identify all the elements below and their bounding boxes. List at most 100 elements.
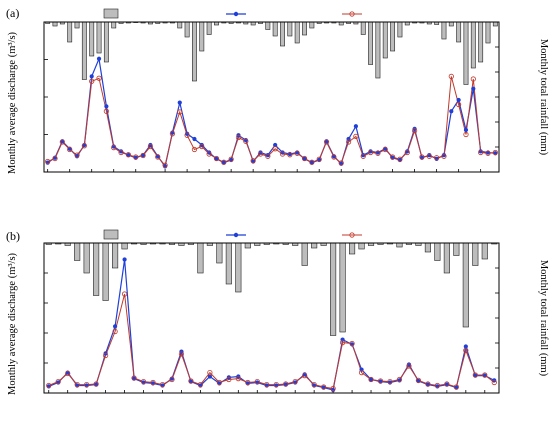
- simulated-point: [96, 75, 102, 81]
- simulated-point: [294, 150, 300, 156]
- panel-label: (a): [6, 6, 19, 20]
- simulated-point: [84, 381, 90, 388]
- simulated-point: [338, 160, 344, 166]
- simulated-point: [273, 381, 279, 388]
- simulated-discharge-line: [47, 76, 496, 167]
- rainfall-bar: [83, 242, 90, 274]
- left-axis-label: Monthly average discharge (m³/s): [7, 31, 18, 174]
- observed-point: [368, 377, 374, 382]
- right-axis-ticks: [495, 21, 499, 173]
- legend: [103, 8, 362, 19]
- simulated-point: [412, 128, 418, 134]
- simulated-point: [235, 375, 241, 382]
- simulated-point: [444, 381, 450, 387]
- simulated-point: [419, 154, 425, 160]
- simulated-point: [216, 379, 222, 386]
- rainfall-bar: [103, 21, 109, 63]
- observed-point: [199, 142, 204, 148]
- observed-point: [463, 344, 468, 349]
- simulated-point: [125, 152, 131, 158]
- simulated-point: [131, 375, 137, 381]
- observed-point: [280, 150, 285, 155]
- simulated-point: [377, 378, 384, 384]
- observed-point: [140, 153, 146, 158]
- simulated-point: [264, 381, 270, 388]
- rainfall-bar: [121, 242, 128, 250]
- observed-point: [96, 56, 102, 61]
- observed-point: [406, 362, 412, 367]
- simulated-point: [321, 384, 327, 390]
- rainfall-bar: [216, 242, 223, 264]
- rainfall-bar: [93, 242, 100, 296]
- left-axis-ticks: [44, 242, 48, 394]
- rainfall-bar: [456, 21, 462, 43]
- rainfall-bar: [199, 21, 205, 52]
- observed-point: [185, 131, 190, 136]
- rainfall-bar: [192, 21, 197, 82]
- observed-point: [126, 153, 131, 158]
- simulated-point: [150, 379, 156, 386]
- observed-point: [258, 150, 263, 155]
- rainfall-bar: [225, 242, 232, 285]
- rainfall-bar: [67, 21, 73, 43]
- rainfall-bar: [472, 242, 479, 266]
- simulated-point: [287, 152, 293, 158]
- simulated-point: [188, 378, 194, 384]
- legend-rainfall-swatch: [103, 8, 119, 19]
- rainfall-bar: [206, 21, 212, 35]
- rainfall-bar: [280, 21, 285, 47]
- simulated-point: [265, 153, 271, 159]
- rainfall-bar: [81, 21, 87, 80]
- observed-point: [148, 142, 153, 148]
- simulated-point: [360, 153, 366, 159]
- rainfall-bar: [89, 21, 95, 57]
- legend-observed-marker: [233, 11, 239, 17]
- simulated-point: [257, 151, 264, 157]
- rainfall-bar: [382, 21, 388, 59]
- rainfall-bar: [102, 242, 109, 301]
- simulated-point: [323, 139, 330, 145]
- simulated-point: [235, 134, 242, 141]
- rainfall-bar: [397, 21, 403, 38]
- rainfall-bar: [302, 21, 307, 36]
- legend-simulated-marker: [349, 232, 355, 238]
- simulated-point: [426, 153, 432, 159]
- panel-a: (a) Monthly average discharge (m³/s) Mon…: [6, 6, 549, 174]
- simulated-point: [103, 108, 109, 114]
- simulated-point: [353, 133, 359, 139]
- simulated-point: [140, 152, 146, 159]
- rainfall-bar: [375, 21, 381, 79]
- simulated-point: [482, 372, 488, 378]
- observed-point: [273, 142, 278, 148]
- simulated-point: [133, 154, 139, 160]
- simulated-point: [434, 382, 440, 389]
- legend-simulated-marker: [349, 11, 355, 17]
- simulated-point: [221, 159, 227, 165]
- rainfall-bar: [360, 21, 366, 35]
- observed-discharge-line: [47, 56, 496, 168]
- simulated-point: [406, 363, 412, 369]
- simulated-point: [140, 378, 147, 385]
- rainfall-bar: [294, 21, 300, 44]
- panel-b: (b) Monthly average discharge (m³/s) Mon…: [6, 229, 549, 395]
- simulated-point: [254, 378, 260, 385]
- rainfall-bar: [448, 21, 454, 27]
- simulated-point: [316, 156, 322, 162]
- simulated-point: [358, 369, 365, 376]
- simulated-point: [81, 143, 87, 149]
- simulated-point: [349, 340, 355, 347]
- observed-point: [89, 74, 94, 79]
- rainfall-bar: [485, 21, 491, 44]
- simulated-point: [67, 146, 73, 153]
- simulated-point: [46, 382, 52, 389]
- simulated-point: [331, 154, 337, 160]
- simulated-point: [301, 155, 308, 162]
- panel-label: (b): [6, 229, 20, 243]
- rainfall-bar: [453, 242, 460, 256]
- rainfall-bar: [235, 242, 242, 293]
- simulated-point: [448, 73, 454, 79]
- simulated-point: [456, 101, 462, 108]
- simulated-point: [45, 158, 51, 165]
- simulated-point: [463, 347, 469, 353]
- observed-point: [353, 124, 358, 129]
